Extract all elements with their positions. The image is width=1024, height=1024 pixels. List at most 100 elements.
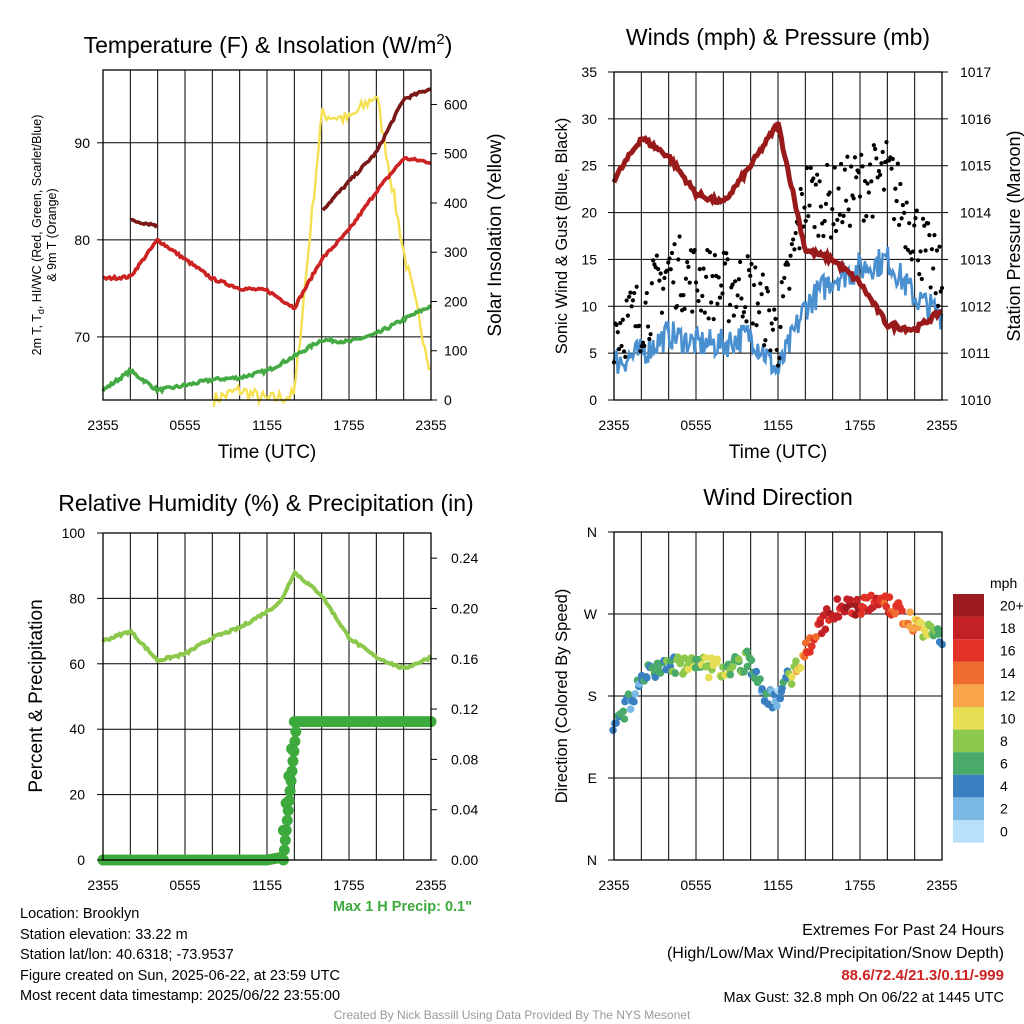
y-tick-label-right: 0.12 <box>451 701 478 717</box>
gust-point <box>854 175 859 180</box>
y-tick-label-right: 0.24 <box>451 550 478 566</box>
gust-point <box>873 146 878 152</box>
gust-point <box>838 161 844 167</box>
gust-point <box>637 323 642 328</box>
y-tick-label-right: 1015 <box>960 158 991 174</box>
gust-point <box>821 233 826 239</box>
gust-point <box>642 343 647 348</box>
x-tick-label: 1755 <box>844 877 875 893</box>
dewpoint-line <box>101 304 432 395</box>
y-tick-label-left: 70 <box>74 329 90 345</box>
gust-point <box>869 179 874 184</box>
gust-point <box>615 330 620 335</box>
gust-point <box>669 250 675 256</box>
gust-point <box>897 222 902 228</box>
gust-point <box>754 323 759 328</box>
gust-point <box>659 310 665 315</box>
precip-point <box>291 716 303 728</box>
gust-point <box>767 308 772 313</box>
direction-point <box>626 705 635 713</box>
extremes-values: 88.6/72.4/21.3/0.11/-999 <box>841 967 1004 984</box>
colorbar-swatch <box>953 616 984 640</box>
direction-point <box>713 655 722 664</box>
y-tick-label-left: 10 <box>581 298 597 314</box>
gust-point <box>674 304 680 309</box>
gust-point <box>755 301 760 306</box>
gust-point <box>625 313 630 318</box>
gust-point <box>654 253 659 258</box>
data-timestamp: Most recent data timestamp: 2025/06/22 2… <box>20 988 341 1004</box>
gust-point <box>878 172 883 177</box>
gust-point <box>697 267 702 272</box>
gust-point <box>690 309 695 314</box>
gust-point <box>857 194 863 199</box>
y-tick-label-left: 15 <box>581 251 597 267</box>
gust-point <box>894 198 899 204</box>
wind-speed-line <box>612 246 944 377</box>
y-tick-label-left: 0 <box>77 852 85 868</box>
gust-point <box>895 161 900 166</box>
gust-point <box>667 256 672 261</box>
y-tick-label-right: 600 <box>444 96 468 112</box>
winds-ticks: 0510152025303510101011101210131014101510… <box>581 64 991 433</box>
y-tick-label-left: 80 <box>74 232 90 248</box>
speed-colorbar: 20+ 18 16 14 12 10 8 6 4 2 0 <box>953 594 1024 843</box>
colorbar-swatch <box>953 639 984 662</box>
max-precip-note: Max 1 H Precip: 0.1" <box>333 899 472 915</box>
colorbar-swatch <box>953 684 984 707</box>
y-tick-label-left: 20 <box>581 205 597 221</box>
gust-point <box>734 304 739 310</box>
precip-point <box>287 755 299 767</box>
y-tick-label-right: 1017 <box>960 64 991 80</box>
gust-point <box>687 280 692 285</box>
gust-point <box>662 275 667 281</box>
gust-point <box>804 165 810 171</box>
temperature-line <box>102 156 432 311</box>
gust-point <box>915 258 921 263</box>
precip-point <box>282 805 294 817</box>
gust-point <box>692 247 697 253</box>
gust-point <box>760 272 765 277</box>
gust-point <box>849 164 854 169</box>
colorbar-swatch <box>953 774 984 798</box>
x-tick-label: 1755 <box>333 417 364 433</box>
colorbar-swatch <box>953 729 984 753</box>
winds-ylabel-right: Station Pressure (Maroon) <box>1004 130 1024 341</box>
gust-point <box>870 214 875 219</box>
colorbar-swatch <box>953 820 984 843</box>
direction-point <box>609 726 617 735</box>
y-tick-label-right: 100 <box>444 343 468 359</box>
gust-point <box>644 290 649 296</box>
gust-point <box>898 181 903 187</box>
gust-point <box>922 223 927 228</box>
gust-point <box>686 264 691 270</box>
colorbar-swatch <box>953 797 984 820</box>
gust-point <box>740 314 745 319</box>
x-tick-label: 2355 <box>415 877 446 893</box>
y-tick-label-right: 1011 <box>960 345 990 361</box>
gust-point <box>774 347 779 353</box>
x-tick-label: 2355 <box>598 877 629 893</box>
temperature-panel: Temperature (F) & Insolation (W/m2) 70 80… <box>30 31 506 463</box>
gust-point <box>923 248 928 253</box>
gust-point <box>802 205 807 210</box>
precip-point <box>278 844 290 856</box>
gust-point <box>799 191 805 197</box>
gust-point <box>722 261 728 266</box>
gust-point <box>743 305 748 310</box>
y-tick-label-right: 0.20 <box>451 600 478 616</box>
winds-gridlines <box>614 72 942 400</box>
direction-point <box>834 613 843 621</box>
gust-point <box>934 248 940 253</box>
gust-point <box>710 274 715 279</box>
gust-point <box>668 267 673 272</box>
gust-point <box>917 272 922 277</box>
gust-point <box>772 307 777 312</box>
gust-point <box>822 218 827 224</box>
gust-point <box>683 276 689 281</box>
gust-point <box>856 170 861 175</box>
gust-point <box>620 317 625 322</box>
y-tick-label-right: 1010 <box>960 392 991 408</box>
gust-point <box>881 187 887 192</box>
